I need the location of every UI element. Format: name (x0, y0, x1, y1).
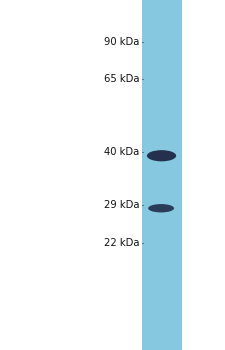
Bar (142, 0, 182, 350)
Text: 90 kDa: 90 kDa (104, 37, 140, 47)
Ellipse shape (148, 204, 174, 212)
Text: 65 kDa: 65 kDa (104, 74, 140, 84)
Text: 40 kDa: 40 kDa (104, 147, 140, 157)
Text: 22 kDa: 22 kDa (104, 238, 140, 248)
Ellipse shape (147, 150, 176, 161)
Text: 29 kDa: 29 kDa (104, 200, 140, 210)
